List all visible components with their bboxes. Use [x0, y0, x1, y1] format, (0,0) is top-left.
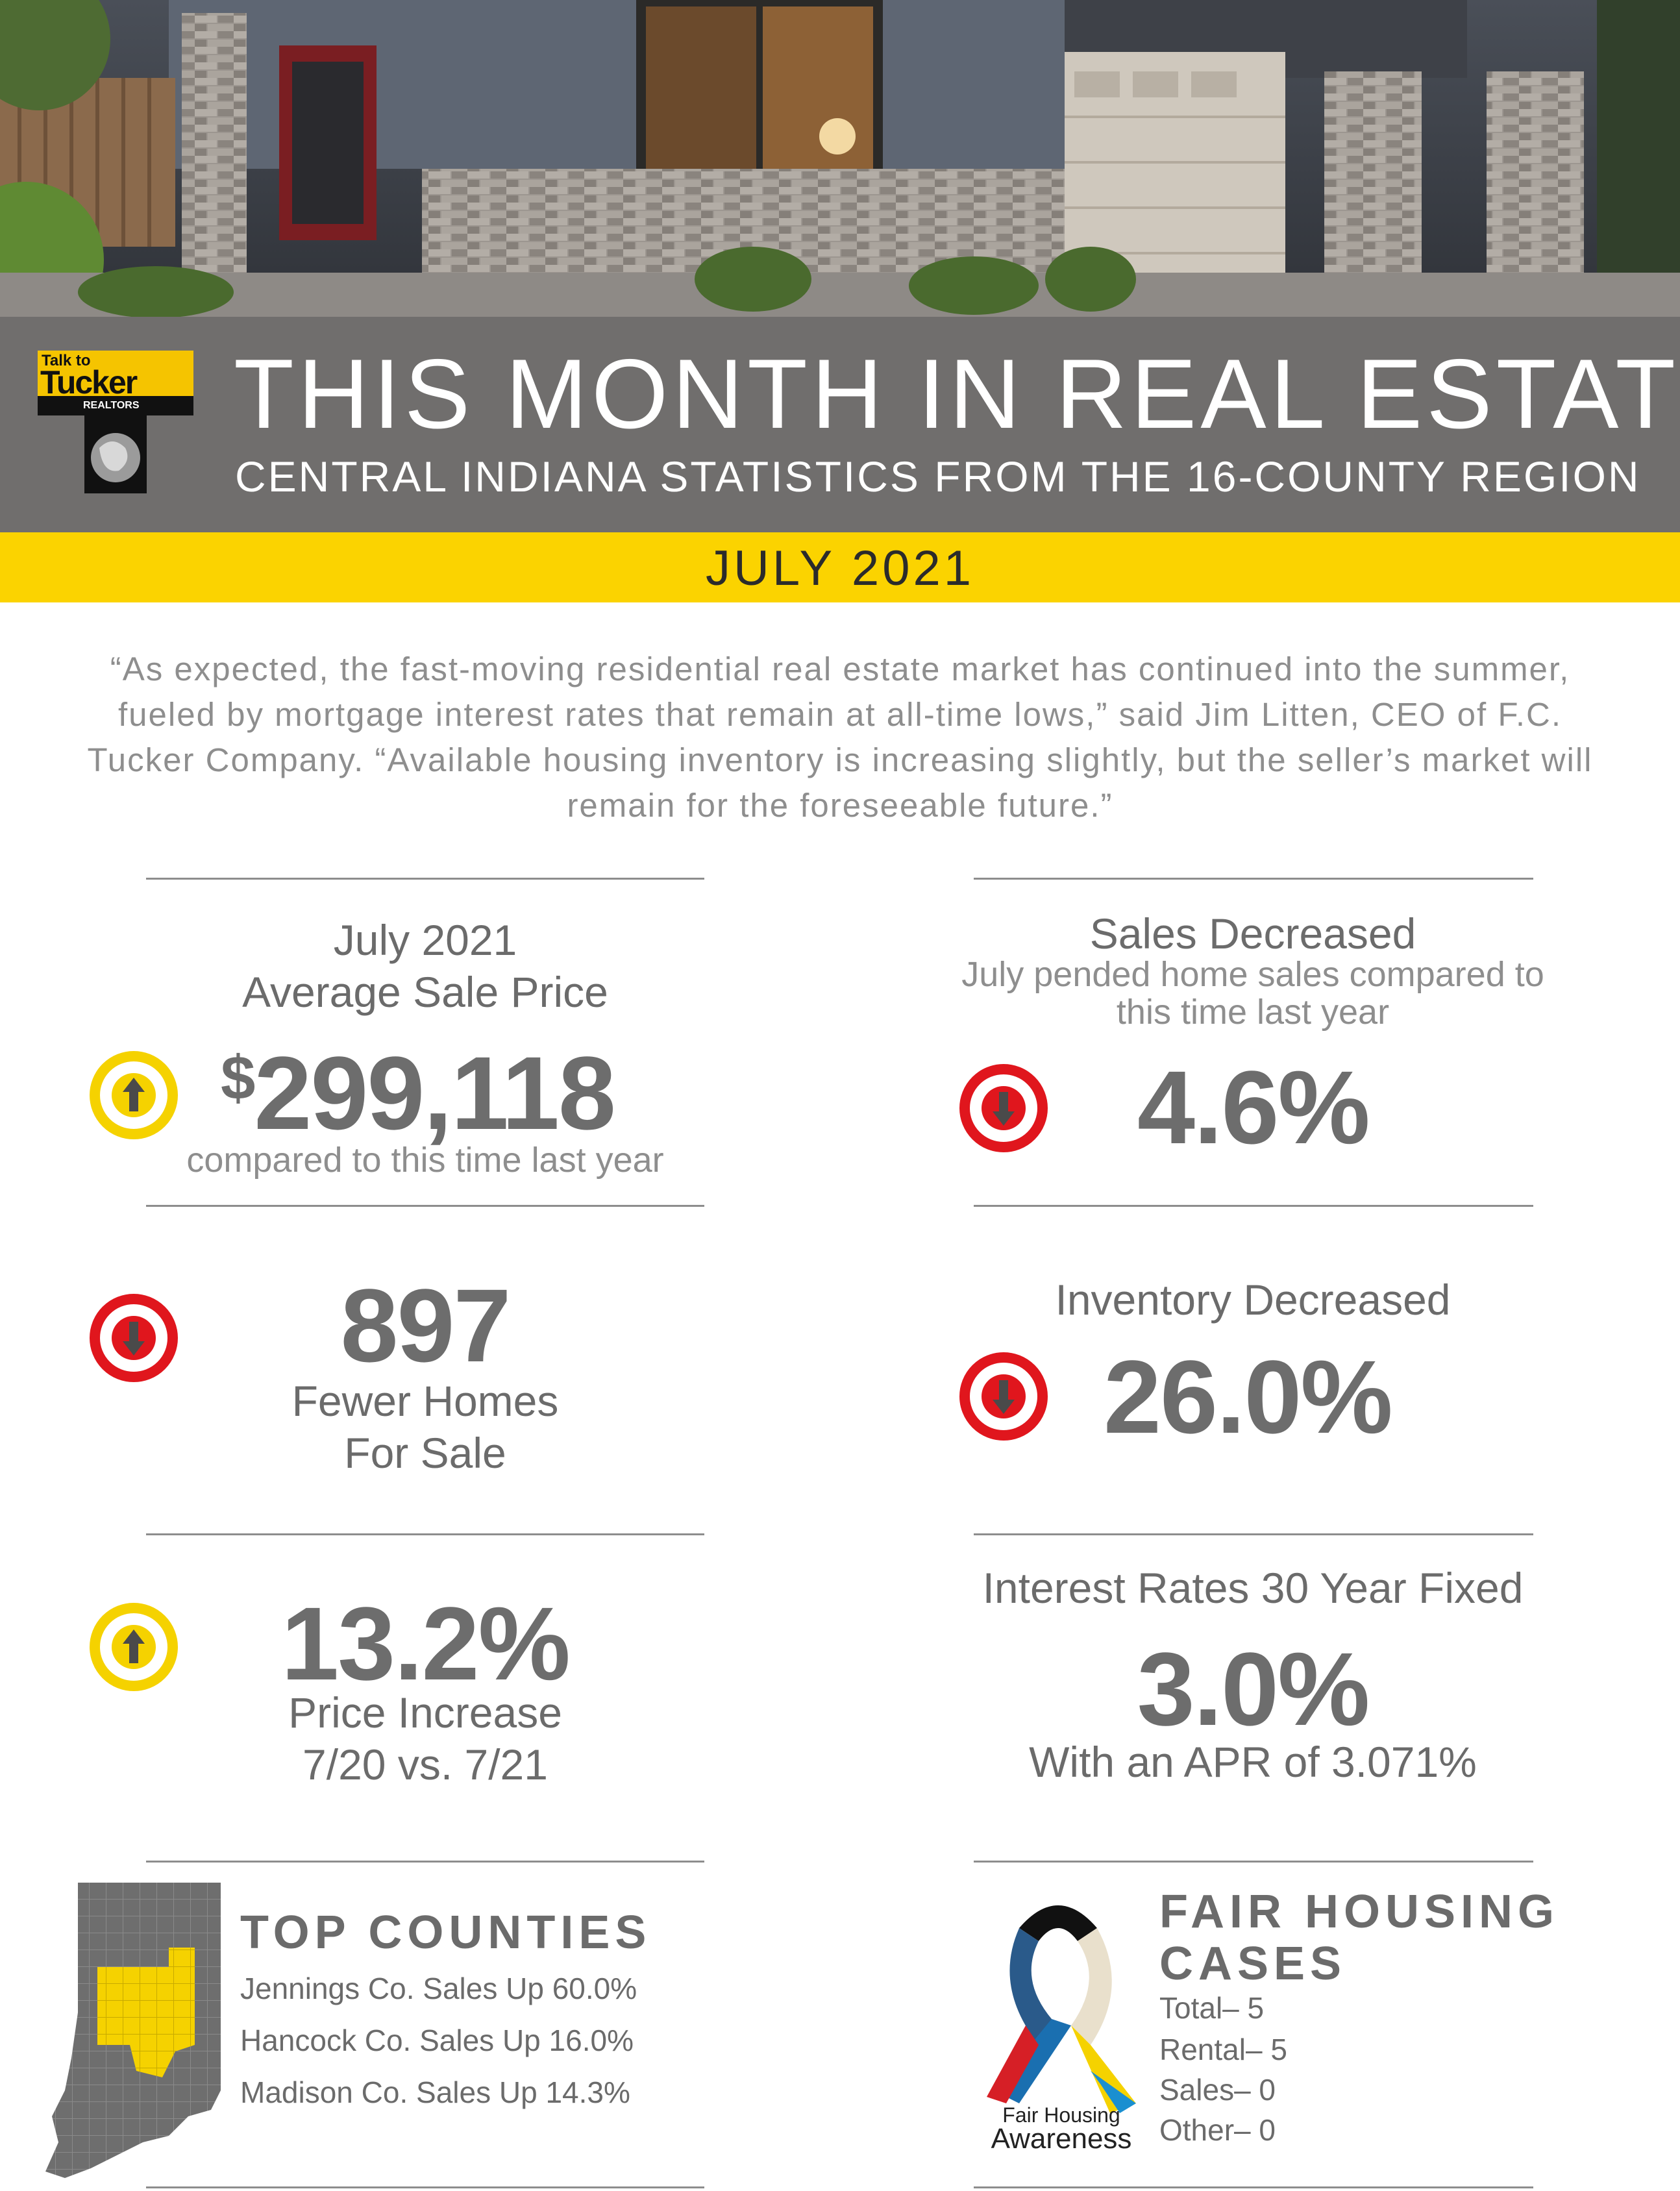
avg-price-number: 299,118	[254, 1035, 616, 1151]
county-item: Madison Co. Sales Up 14.3%	[240, 2075, 630, 2109]
divider	[146, 2186, 704, 2188]
inventory-value: 26.0%	[1104, 1339, 1393, 1455]
interest-value: 3.0%	[1137, 1631, 1370, 1747]
homes-label-2: For Sale	[344, 1429, 506, 1477]
header-band	[0, 317, 1680, 532]
ribbon-caption-2: Awareness	[991, 2123, 1132, 2155]
page-subtitle: CENTRAL INDIANA STATISTICS FROM THE 16-C…	[235, 452, 1641, 501]
arrow-up-circle-icon	[90, 1603, 178, 1691]
currency-symbol: $	[221, 1043, 255, 1113]
divider	[974, 2186, 1533, 2188]
house-illustration	[0, 0, 1680, 317]
page-title: THIS MONTH IN REAL ESTATE	[234, 339, 1680, 449]
avg-price-label-2: Average Sale Price	[242, 968, 608, 1016]
price-increase-label-2: 7/20 vs. 7/21	[303, 1740, 548, 1789]
fair-housing-heading-2: CASES	[1159, 1938, 1347, 1990]
sales-heading: Sales Decreased	[1089, 910, 1416, 958]
homes-label-1: Fewer Homes	[291, 1377, 559, 1425]
logo-line1: Talk to	[42, 352, 91, 369]
fair-housing-item: Total– 5	[1159, 1991, 1265, 2025]
interest-note: With an APR of 3.071%	[1029, 1738, 1477, 1786]
avg-price-value: $299,118	[221, 1034, 616, 1153]
avg-price-note: compared to this time last year	[186, 1141, 664, 1180]
ceo-quote: “As expected, the fast-moving residentia…	[87, 650, 1593, 824]
logo-line2: Tucker	[40, 364, 138, 401]
sales-note-1: July pended home sales compared to	[961, 955, 1544, 994]
logo-line3: REALTORS	[83, 400, 140, 411]
fair-housing-item: Rental– 5	[1159, 2033, 1287, 2066]
arrow-up-circle-icon	[90, 1051, 178, 1139]
ribbon-caption-1: Fair Housing	[1002, 2103, 1120, 2127]
divider	[974, 878, 1533, 880]
interest-heading: Interest Rates 30 Year Fixed	[982, 1564, 1524, 1612]
indiana-map-icon	[45, 1883, 221, 2178]
top-counties-heading: TOP COUNTIES	[240, 1907, 652, 1959]
tucker-logo: Talk to Tucker REALTORS	[38, 351, 193, 493]
divider	[146, 878, 704, 880]
date-band	[0, 532, 1680, 602]
arrow-down-circle-icon	[90, 1294, 178, 1382]
divider	[974, 1533, 1533, 1535]
divider	[146, 1533, 704, 1535]
fair-housing-item: Sales– 0	[1159, 2073, 1276, 2107]
homes-value: 897	[340, 1267, 512, 1383]
report-date: JULY 2021	[705, 541, 974, 596]
county-item: Hancock Co. Sales Up 16.0%	[240, 2024, 634, 2057]
price-increase-value: 13.2%	[281, 1585, 571, 1702]
arrow-down-circle-icon	[959, 1064, 1048, 1152]
county-item: Jennings Co. Sales Up 60.0%	[240, 1972, 637, 2005]
divider	[146, 1861, 704, 1863]
sales-value: 4.6%	[1137, 1049, 1370, 1165]
inventory-heading: Inventory Decreased	[1055, 1276, 1451, 1324]
fair-housing-item: Other– 0	[1159, 2113, 1276, 2147]
divider	[974, 1205, 1533, 1207]
sales-note-2: this time last year	[1116, 993, 1390, 1032]
price-increase-label-1: Price Increase	[288, 1689, 562, 1737]
arrow-down-circle-icon	[959, 1352, 1048, 1441]
hero-house-photo	[0, 0, 1680, 317]
divider	[974, 1861, 1533, 1863]
fair-housing-heading-1: FAIR HOUSING	[1159, 1886, 1560, 1938]
fair-housing-ribbon-icon	[987, 1905, 1136, 2113]
divider	[146, 1205, 704, 1207]
avg-price-label-1: July 2021	[333, 916, 517, 964]
